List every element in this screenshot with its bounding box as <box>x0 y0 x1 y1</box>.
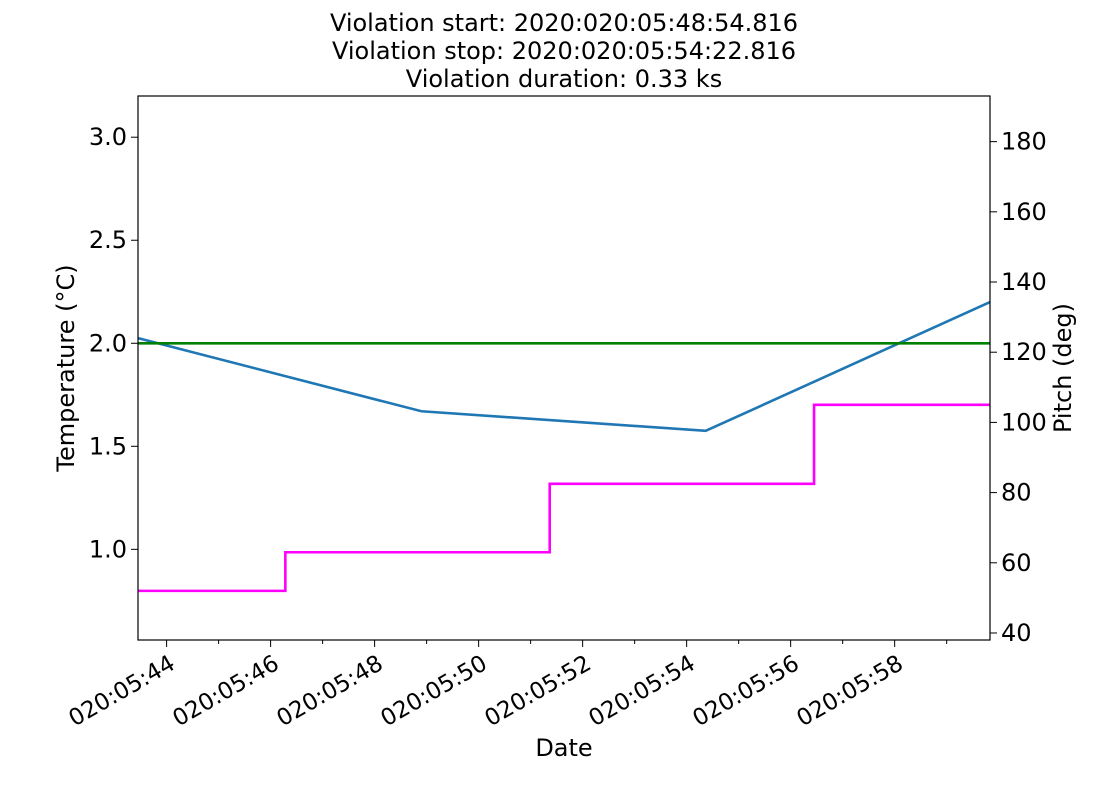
plot-frame <box>137 95 991 641</box>
y-right-tick-label: 100 <box>1001 408 1047 436</box>
y-left-tick-label: 2.0 <box>89 329 127 357</box>
y-right-tick-label: 60 <box>1001 549 1032 577</box>
x-tick-label: 020:05:50 <box>376 651 491 732</box>
x-tick-label: 020:05:46 <box>168 651 283 732</box>
y-left-tick-label: 3.0 <box>89 123 127 151</box>
x-tick-label: 020:05:56 <box>689 651 804 732</box>
y-right-tick-label: 120 <box>1001 338 1047 366</box>
x-axis: 020:05:44020:05:46020:05:48020:05:50020:… <box>64 640 948 732</box>
x-tick-label: 020:05:44 <box>64 651 179 732</box>
x-tick-label: 020:05:52 <box>480 651 595 732</box>
chart-title-line-3: Violation duration: 0.33 ks <box>405 65 723 93</box>
y-left-tick-label: 2.5 <box>89 226 127 254</box>
y-axis-right: 40 60 80 100 120 140 160 180 <box>990 128 1047 647</box>
y-axis-left-label: Temperature (°C) <box>52 264 80 472</box>
chart-title-line-2: Violation stop: 2020:020:05:54:22.816 <box>331 37 797 65</box>
y-left-tick-label: 1.0 <box>89 535 127 563</box>
y-right-tick-label: 80 <box>1001 479 1032 507</box>
y-right-tick-label: 40 <box>1001 619 1032 647</box>
y-right-tick-label: 160 <box>1001 198 1047 226</box>
y-right-tick-label: 180 <box>1001 128 1047 156</box>
x-axis-label: Date <box>535 734 593 762</box>
pitch-step-line <box>138 403 990 593</box>
y-axis-right-label: Pitch (deg) <box>1049 302 1077 434</box>
x-tick-label: 020:05:54 <box>585 651 700 732</box>
y-right-tick-label: 140 <box>1001 268 1047 296</box>
y-left-tick-label: 1.5 <box>89 432 127 460</box>
series-layer <box>137 300 991 593</box>
chart-title-line-1: Violation start: 2020:020:05:48:54.816 <box>329 9 799 37</box>
x-tick-label: 020:05:58 <box>793 651 908 732</box>
temperature-line <box>137 300 991 433</box>
y-axis-left: 1.0 1.5 2.0 2.5 3.0 <box>89 123 138 563</box>
x-tick-label: 020:05:48 <box>272 651 387 732</box>
